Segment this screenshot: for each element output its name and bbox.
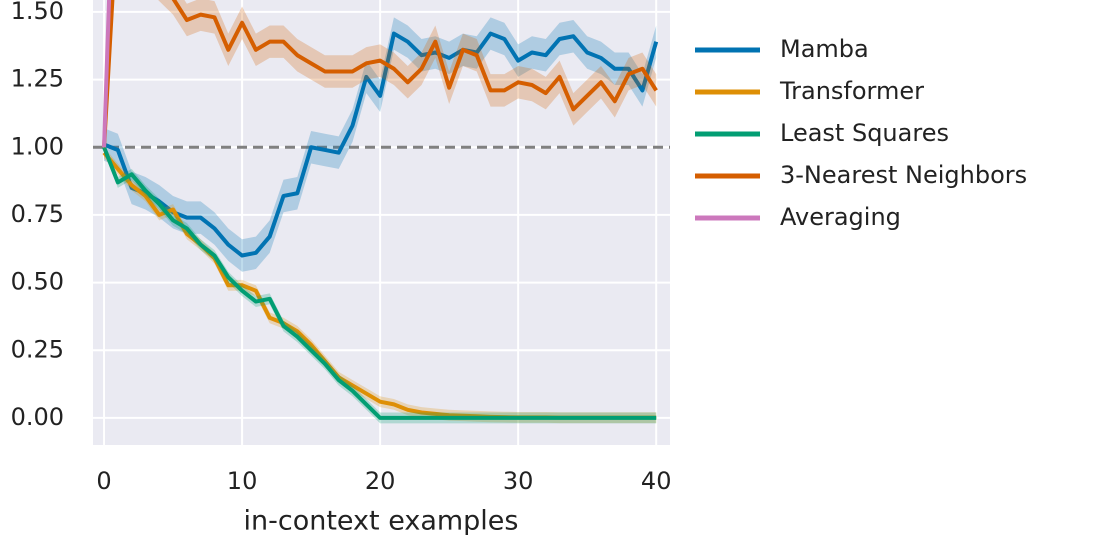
y-tick-label: 1.25 bbox=[11, 65, 64, 93]
x-tick-label: 30 bbox=[503, 467, 534, 495]
legend-label: Transformer bbox=[779, 77, 924, 105]
y-tick-label: 1.00 bbox=[11, 132, 64, 160]
legend-label: 3-Nearest Neighbors bbox=[780, 161, 1027, 189]
plot-area bbox=[93, 0, 670, 445]
x-tick-label: 40 bbox=[641, 467, 672, 495]
series-line bbox=[103, 31, 659, 258]
error-band bbox=[104, 17, 657, 272]
y-tick-label: 0.50 bbox=[11, 268, 64, 296]
legend-label: Least Squares bbox=[780, 119, 949, 147]
plot-lines bbox=[93, 0, 670, 424]
series-line bbox=[102, 146, 657, 420]
x-tick-label: 0 bbox=[96, 467, 111, 495]
legend-label: Averaging bbox=[780, 203, 901, 231]
y-tick-label: 0.75 bbox=[11, 200, 64, 228]
series-line bbox=[102, 0, 658, 148]
y-tick-label: 1.50 bbox=[11, 0, 64, 25]
y-tick-label: 0.25 bbox=[11, 335, 64, 363]
x-axis-label: in-context examples bbox=[244, 506, 519, 537]
y-tick-label: 0.00 bbox=[11, 403, 64, 431]
x-tick-label: 10 bbox=[227, 467, 258, 495]
legend-label: Mamba bbox=[780, 35, 869, 63]
x-tick-label: 20 bbox=[365, 467, 396, 495]
error-band bbox=[104, 0, 657, 164]
